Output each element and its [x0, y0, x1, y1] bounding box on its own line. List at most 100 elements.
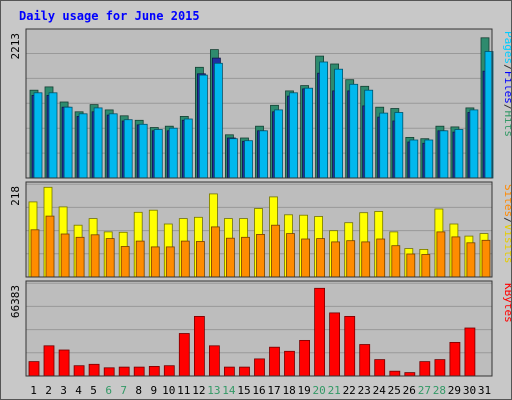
day-label-21: 21	[328, 384, 341, 397]
bar-kbytes-day-8	[133, 366, 145, 377]
bar-pages-day-29	[454, 129, 464, 179]
bar-pages-day-12	[198, 74, 208, 179]
bar-pages-day-17	[274, 109, 283, 179]
bar-kbytes-day-3	[58, 349, 70, 377]
axis-label-part: Sites	[502, 184, 511, 217]
ymax-label: 218	[9, 186, 22, 206]
bar-kbytes-day-22	[344, 315, 356, 377]
bar-kbytes-day-24	[374, 359, 386, 377]
bar-sites-day-14	[225, 237, 235, 278]
day-label-9: 9	[150, 384, 157, 397]
bar-pages-day-28	[439, 130, 449, 179]
bar-pages-day-7	[123, 119, 133, 179]
day-label-4: 4	[75, 384, 82, 397]
day-label-26: 26	[403, 384, 416, 397]
day-label-31: 31	[478, 384, 491, 397]
day-label-8: 8	[135, 384, 142, 397]
bar-kbytes-day-4	[73, 365, 85, 377]
panel-border	[25, 280, 493, 377]
day-label-6: 6	[105, 384, 112, 397]
bar-sites-day-5	[90, 234, 100, 278]
bar-pages-day-8	[138, 123, 148, 179]
day-label-19: 19	[297, 384, 310, 397]
bar-pages-day-26	[409, 139, 419, 179]
day-label-28: 28	[433, 384, 446, 397]
day-label-22: 22	[343, 384, 356, 397]
bar-pages-day-24	[379, 112, 389, 179]
bar-kbytes-day-5	[88, 363, 100, 377]
bar-sites-day-15	[241, 236, 250, 278]
bar-sites-day-12	[195, 241, 205, 278]
bar-pages-day-1	[33, 92, 43, 179]
bar-sites-day-13	[210, 226, 220, 278]
bar-kbytes-day-30	[464, 327, 476, 377]
bar-pages-day-22	[349, 83, 359, 179]
bar-pages-day-5	[93, 107, 103, 179]
bar-kbytes-day-20	[314, 287, 326, 377]
axis-label-part: Visits	[502, 224, 511, 264]
bar-kbytes-day-27	[419, 361, 431, 377]
day-label-7: 7	[120, 384, 127, 397]
bar-kbytes-day-1	[28, 361, 40, 377]
bar-kbytes-day-25	[389, 370, 401, 377]
bar-pages-day-11	[183, 118, 193, 179]
bar-kbytes-day-18	[284, 350, 295, 377]
bar-sites-day-22	[346, 240, 356, 278]
day-label-14: 14	[222, 384, 236, 397]
bar-pages-day-6	[108, 113, 118, 179]
axis-label-part: /	[502, 217, 511, 224]
bar-pages-day-21	[334, 68, 344, 179]
bar-sites-day-9	[150, 246, 160, 278]
axis-label-visits-sites: Sites/Visits	[502, 184, 511, 264]
bar-pages-day-13	[213, 62, 223, 179]
bar-pages-day-23	[364, 89, 374, 179]
bar-pages-day-2	[48, 92, 58, 179]
bar-sites-day-24	[376, 238, 386, 278]
bar-kbytes-day-14	[223, 366, 235, 377]
axis-label-part: Pages	[502, 31, 511, 64]
bar-sites-day-30	[466, 242, 476, 278]
panel-border	[25, 28, 493, 179]
axis-label-part: /	[502, 64, 511, 71]
bar-kbytes-day-7	[118, 366, 130, 377]
bar-sites-day-29	[451, 236, 461, 278]
bar-sites-day-28	[436, 231, 446, 278]
bar-sites-day-4	[75, 236, 85, 278]
bar-sites-day-31	[481, 239, 491, 278]
day-label-10: 10	[162, 384, 175, 397]
bar-pages-day-25	[394, 112, 404, 179]
axis-label-part: /	[502, 104, 511, 111]
day-label-24: 24	[373, 384, 387, 397]
bar-pages-day-15	[244, 140, 253, 179]
axis-label-part: Files	[502, 71, 511, 104]
bar-sites-day-8	[135, 240, 145, 278]
bar-kbytes-day-19	[299, 339, 311, 377]
panel-border	[25, 181, 493, 278]
day-label-3: 3	[60, 384, 67, 397]
bar-pages-day-14	[228, 138, 238, 179]
axis-label-part: KBytes	[502, 283, 511, 323]
day-label-25: 25	[388, 384, 401, 397]
day-label-16: 16	[252, 384, 265, 397]
axis-label-kbytes: KBytes	[502, 283, 511, 323]
ymax-label: 2213	[9, 33, 22, 60]
bar-kbytes-day-13	[208, 345, 220, 377]
day-label-13: 13	[207, 384, 220, 397]
bar-sites-day-23	[361, 241, 371, 278]
bar-kbytes-day-26	[404, 372, 416, 377]
day-label-15: 15	[237, 384, 250, 397]
bar-kbytes-day-28	[434, 359, 446, 377]
bar-kbytes-day-17	[269, 346, 280, 377]
bar-sites-day-21	[331, 241, 341, 278]
bar-kbytes-day-15	[239, 366, 250, 377]
bar-kbytes-day-10	[163, 365, 175, 377]
bar-kbytes-day-16	[254, 358, 265, 377]
bar-sites-day-10	[165, 246, 175, 278]
bar-sites-day-6	[105, 238, 115, 278]
bar-kbytes-day-23	[359, 344, 371, 377]
bar-sites-day-18	[286, 233, 295, 278]
bar-kbytes-day-2	[43, 345, 55, 377]
day-label-20: 20	[312, 384, 325, 397]
